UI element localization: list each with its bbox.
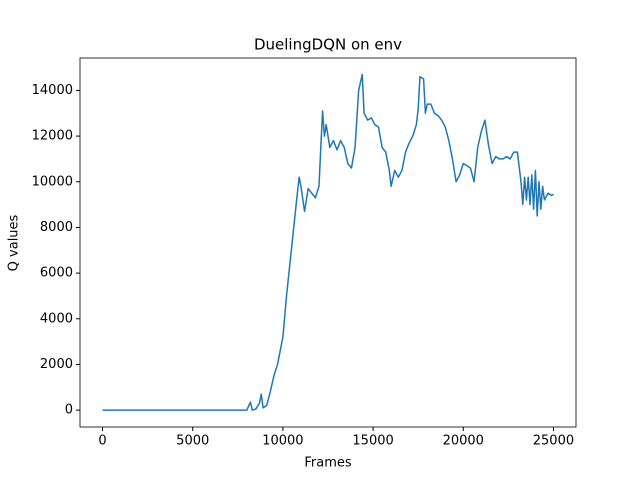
y-tick-label: 8000 bbox=[40, 220, 73, 235]
y-tick-label: 2000 bbox=[40, 357, 73, 372]
line bbox=[102, 73, 554, 411]
y-tick-label: 0 bbox=[65, 403, 73, 418]
x-tick-label: 20000 bbox=[443, 434, 484, 449]
y-tick-label: 10000 bbox=[32, 174, 73, 189]
chart-title: DuelingDQN on env bbox=[254, 36, 402, 54]
x-tick-label: 10000 bbox=[262, 434, 303, 449]
x-tick-label: 15000 bbox=[352, 434, 393, 449]
y-tick-label: 14000 bbox=[32, 83, 73, 98]
x-tick-label: 25000 bbox=[533, 434, 574, 449]
y-tick-label: 4000 bbox=[40, 311, 73, 326]
x-axis-label: Frames bbox=[304, 456, 352, 471]
plot-frame bbox=[79, 57, 577, 428]
y-tick-label: 12000 bbox=[32, 129, 73, 144]
x-tick-label: 0 bbox=[98, 434, 106, 449]
y-tick-label: 6000 bbox=[40, 266, 73, 281]
y-axis-label: Q values bbox=[7, 214, 22, 271]
x-tick-label: 5000 bbox=[176, 434, 209, 449]
